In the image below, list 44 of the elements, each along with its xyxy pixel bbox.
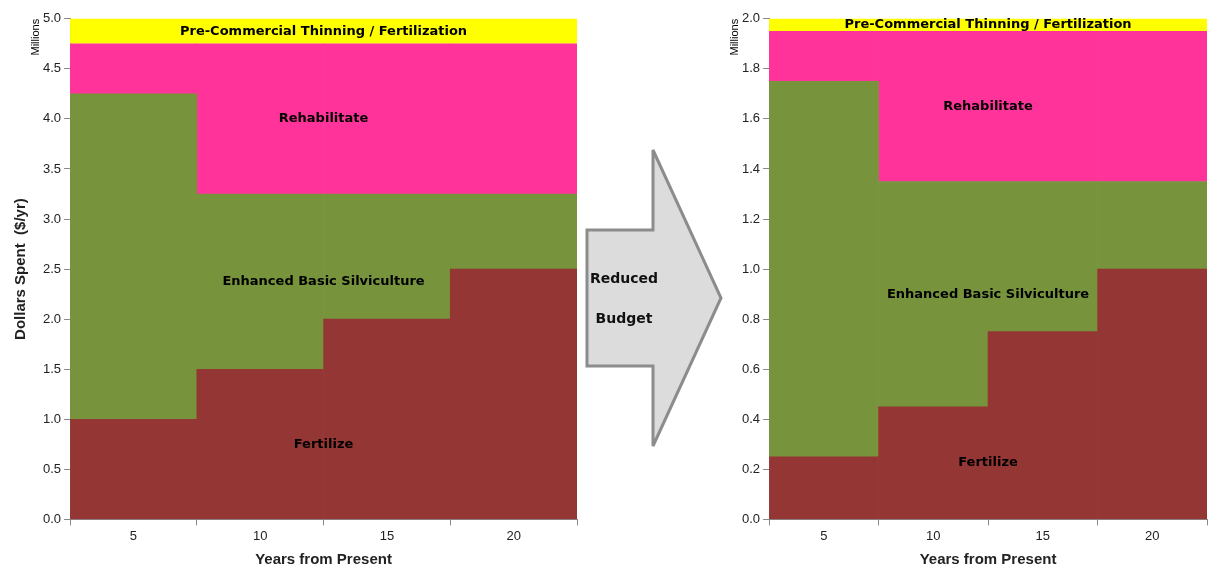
x-tick-label: 5 [820, 527, 828, 543]
x-axis-title: Years from Present [255, 550, 392, 568]
band-label: Pre-Commercial Thinning / Fertilization [844, 16, 1132, 32]
y-tick-label: 4.5 [42, 60, 62, 76]
series-label: Fertilize [958, 454, 1018, 470]
y-tick-label: 1.2 [741, 210, 761, 226]
y-axis-title: Dollars Spent ($/yr) [11, 198, 29, 340]
y-tick-label: 1.5 [42, 360, 62, 376]
y-tick-label: 2.0 [42, 310, 62, 326]
series-label: Enhanced Basic Silviculture [886, 285, 1090, 301]
x-tick-label: 20 [1145, 527, 1160, 543]
y-tick-label: 0.6 [741, 360, 761, 376]
series-label: Enhanced Basic Silviculture [222, 272, 425, 288]
y-tick-label: 1.6 [741, 110, 761, 126]
y-tick-label: 1.0 [42, 410, 62, 426]
series-label: Rehabilitate [943, 97, 1033, 113]
x-tick-label: 20 [506, 527, 521, 543]
x-tick-label: 5 [129, 527, 138, 543]
y-tick-label: 4.0 [42, 110, 62, 126]
text: Reduced Budget [589, 270, 659, 326]
y-tick-label: 2.5 [42, 260, 62, 276]
text: Millions [728, 18, 741, 56]
y-tick-label: 3.5 [42, 160, 62, 176]
text: Millions [29, 18, 42, 56]
y-tick-label: 2.0 [741, 10, 761, 26]
y-tick-label: 0.4 [741, 410, 761, 426]
y-tick-label: 0.0 [741, 510, 761, 526]
band-label: Pre-Commercial Thinning / Fertilization [179, 22, 468, 38]
x-tick-label: 10 [252, 527, 268, 543]
x-axis-title: Years from Present [919, 550, 1057, 568]
y-tick-label: 5.0 [42, 10, 62, 26]
series-label: Fertilize [293, 435, 354, 451]
y-tick-label: 1.0 [741, 260, 761, 276]
y-tick-label: 0.0 [42, 510, 62, 526]
y-tick-label: 3.0 [42, 210, 62, 226]
y-tick-label: 1.8 [741, 60, 761, 76]
y-tick-label: 0.5 [42, 460, 62, 476]
x-tick-label: 15 [1035, 527, 1051, 543]
series-label: Rehabilitate [278, 110, 369, 126]
y-tick-label: 0.8 [741, 310, 761, 326]
x-tick-label: 10 [926, 527, 941, 543]
y-tick-label: 0.2 [741, 460, 761, 476]
y-tick-label: 1.4 [741, 160, 761, 176]
x-tick-label: 15 [379, 527, 395, 543]
